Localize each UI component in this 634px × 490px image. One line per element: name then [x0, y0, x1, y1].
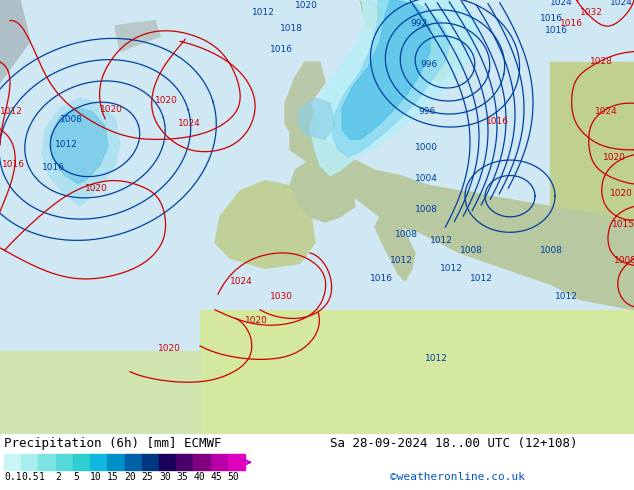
Text: 2: 2 [56, 472, 61, 482]
Text: 1000: 1000 [415, 143, 438, 152]
Text: 40: 40 [193, 472, 205, 482]
Bar [200, 310, 634, 434]
Text: 992: 992 [410, 19, 427, 28]
Text: 1020: 1020 [603, 153, 626, 162]
Polygon shape [42, 98, 120, 206]
Polygon shape [285, 62, 325, 145]
Text: 1020: 1020 [85, 184, 108, 193]
Polygon shape [115, 21, 160, 51]
Bar [0, 351, 200, 434]
Text: 20: 20 [124, 472, 136, 482]
Polygon shape [215, 181, 315, 269]
Text: 1: 1 [39, 472, 44, 482]
Text: 1016: 1016 [545, 26, 568, 35]
Text: 50: 50 [228, 472, 240, 482]
Text: 1016: 1016 [370, 274, 393, 283]
Text: 1008: 1008 [415, 205, 438, 214]
Text: 1016: 1016 [560, 19, 583, 28]
Text: 1030: 1030 [270, 293, 293, 301]
Polygon shape [290, 124, 634, 310]
Bar [193, 454, 210, 470]
Text: 1012: 1012 [430, 236, 453, 245]
Text: 1012: 1012 [0, 106, 23, 116]
Polygon shape [342, 0, 430, 139]
Polygon shape [440, 191, 510, 253]
Text: 0.5: 0.5 [21, 472, 39, 482]
Text: 30: 30 [159, 472, 171, 482]
Polygon shape [360, 0, 455, 83]
Polygon shape [50, 107, 108, 184]
Bar [21, 454, 39, 470]
Text: 1008: 1008 [614, 256, 634, 265]
Text: 1012: 1012 [470, 274, 493, 283]
Polygon shape [0, 0, 30, 83]
Text: 5: 5 [73, 472, 79, 482]
Bar [73, 454, 90, 470]
Text: 1020: 1020 [100, 104, 123, 114]
Text: 996: 996 [420, 60, 437, 69]
Bar [56, 454, 73, 470]
Text: 1016: 1016 [270, 45, 293, 53]
Text: 45: 45 [210, 472, 223, 482]
Polygon shape [375, 217, 415, 281]
Bar [176, 454, 193, 470]
Bar [39, 454, 56, 470]
Text: Precipitation (6h) [mm] ECMWF: Precipitation (6h) [mm] ECMWF [4, 437, 221, 450]
Bar [210, 454, 228, 470]
Polygon shape [290, 160, 355, 222]
Bar [142, 454, 159, 470]
Text: 1012: 1012 [425, 354, 448, 364]
Text: 10: 10 [90, 472, 102, 482]
Text: 1008: 1008 [460, 246, 483, 255]
Text: 1020: 1020 [295, 1, 318, 10]
Text: 1012: 1012 [252, 8, 275, 18]
Bar [107, 454, 124, 470]
Text: 1020: 1020 [610, 189, 633, 198]
Text: Sa 28-09-2024 18..00 UTC (12+108): Sa 28-09-2024 18..00 UTC (12+108) [330, 437, 578, 450]
Bar [4, 454, 21, 470]
Text: 0.1: 0.1 [4, 472, 22, 482]
Bar [159, 454, 176, 470]
Text: 1024: 1024 [550, 0, 573, 7]
Text: 1016: 1016 [540, 14, 563, 23]
Text: 1008: 1008 [60, 115, 83, 124]
Text: 1012: 1012 [390, 256, 413, 265]
Text: 1016: 1016 [2, 160, 25, 169]
Bar [550, 62, 634, 248]
Text: 1024: 1024 [595, 106, 618, 116]
Text: 1028: 1028 [590, 57, 613, 66]
Text: 1012: 1012 [55, 140, 78, 148]
Bar [90, 454, 107, 470]
Text: ©weatheronline.co.uk: ©weatheronline.co.uk [390, 472, 525, 482]
Text: 1032: 1032 [580, 8, 603, 18]
Text: 996: 996 [418, 106, 436, 116]
Bar [124, 454, 142, 470]
Text: 1012: 1012 [555, 293, 578, 301]
Text: 1004: 1004 [415, 173, 438, 183]
Text: 1024: 1024 [610, 0, 633, 7]
Text: 1016: 1016 [486, 117, 509, 126]
Text: 1020: 1020 [158, 344, 181, 353]
Text: 1008: 1008 [395, 230, 418, 240]
Bar [228, 454, 245, 470]
Polygon shape [298, 98, 335, 139]
Polygon shape [310, 0, 480, 175]
Text: 1024: 1024 [178, 119, 201, 128]
Text: 15: 15 [107, 472, 119, 482]
Text: 1012: 1012 [440, 264, 463, 272]
Text: 1008: 1008 [540, 246, 563, 255]
Text: 25: 25 [142, 472, 153, 482]
Text: 35: 35 [176, 472, 188, 482]
Text: 1016: 1016 [42, 163, 65, 172]
Polygon shape [332, 0, 450, 157]
Text: 1024: 1024 [230, 277, 253, 286]
Text: 1015: 1015 [612, 220, 634, 229]
Text: 1020: 1020 [245, 316, 268, 325]
Text: 1018: 1018 [280, 24, 303, 33]
Text: 1020: 1020 [155, 96, 178, 105]
